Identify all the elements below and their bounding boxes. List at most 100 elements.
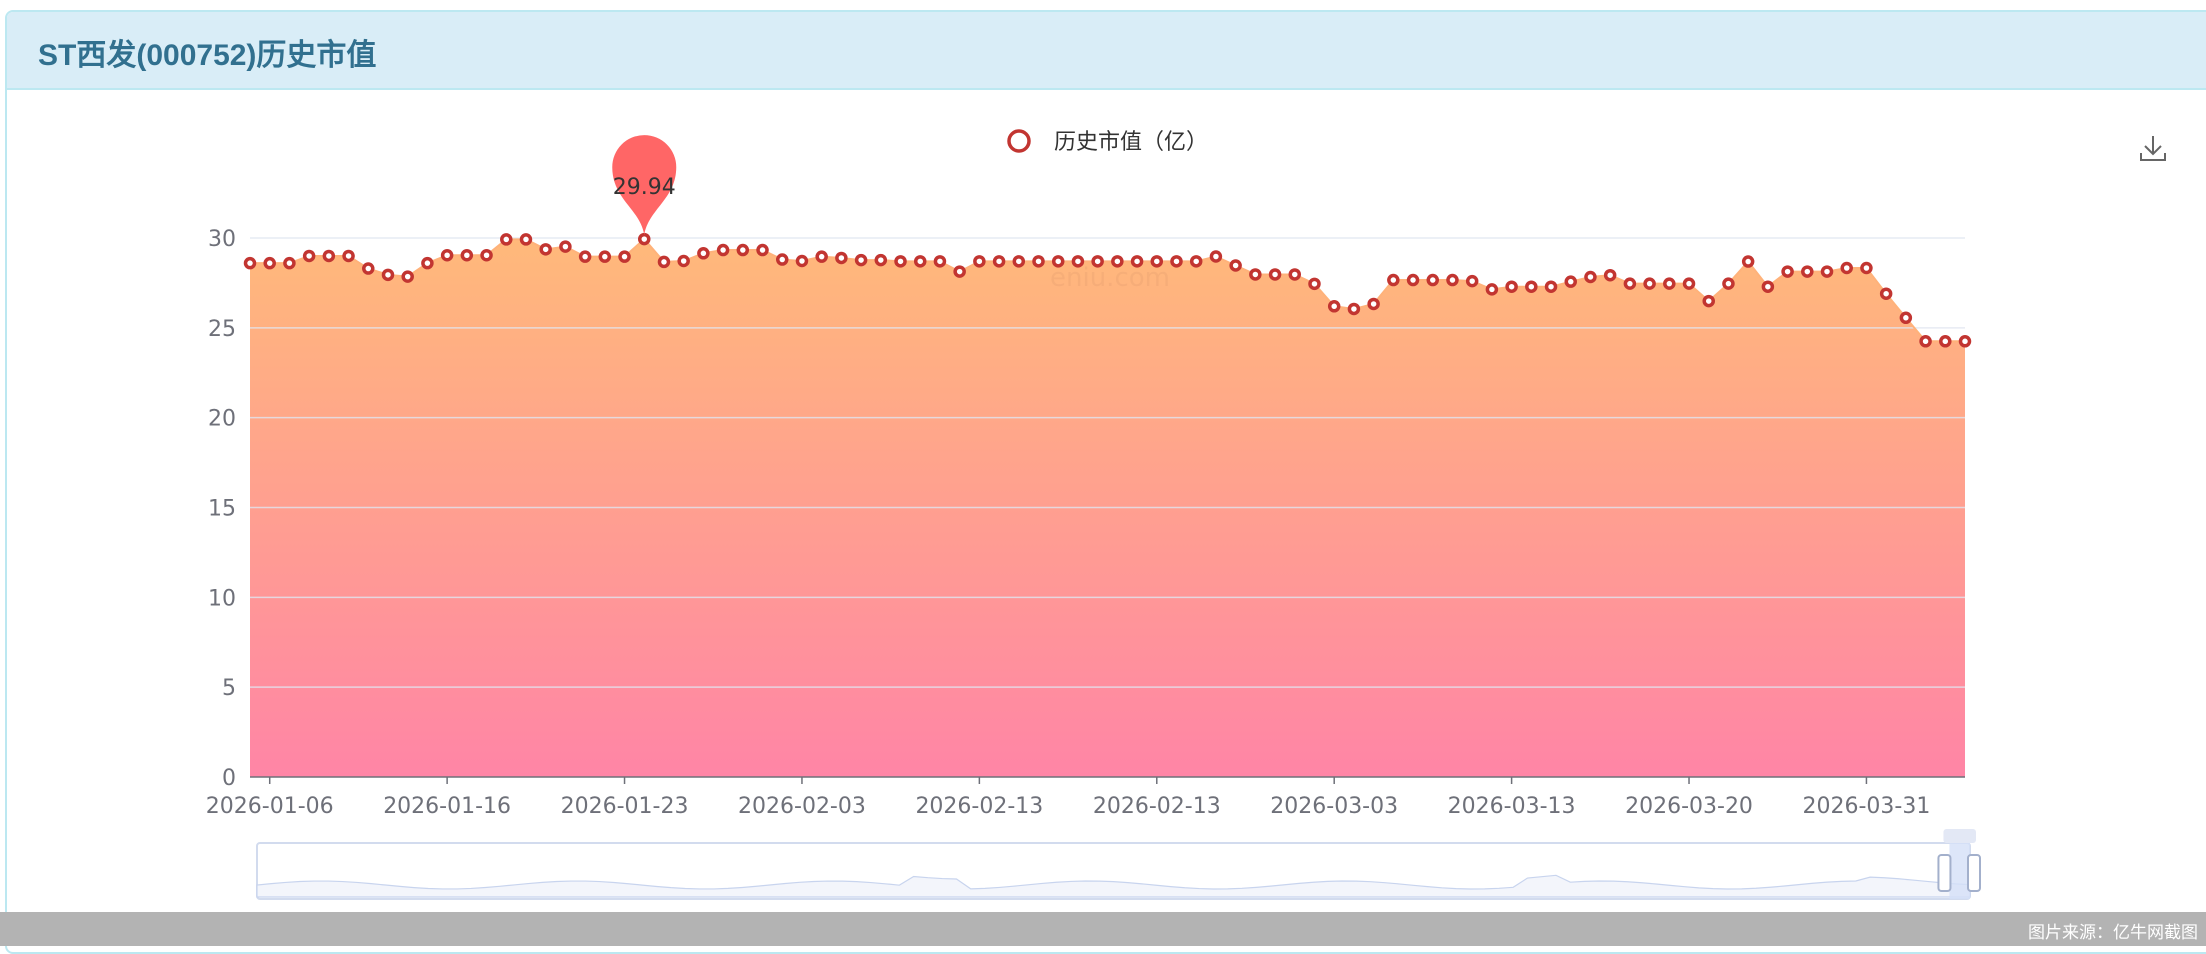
data-point[interactable] [874, 253, 888, 267]
data-point[interactable] [1564, 275, 1577, 288]
data-point[interactable] [1032, 255, 1045, 268]
data-point[interactable] [1820, 265, 1834, 278]
datazoom-move-handle[interactable] [1943, 829, 1976, 843]
data-point[interactable] [1406, 273, 1420, 287]
data-point[interactable] [1761, 280, 1775, 293]
data-point[interactable] [716, 243, 730, 257]
data-point[interactable] [1741, 255, 1755, 268]
data-point[interactable] [1505, 280, 1518, 293]
data-point[interactable] [1584, 270, 1597, 284]
data-point[interactable] [677, 254, 690, 268]
data-point[interactable] [933, 255, 947, 268]
data-point[interactable] [1268, 268, 1282, 281]
data-point[interactable] [362, 262, 375, 275]
data-point[interactable] [1327, 300, 1341, 313]
data-point[interactable] [973, 255, 986, 268]
data-point[interactable] [1958, 335, 1972, 348]
data-point[interactable] [1840, 261, 1853, 275]
data-point[interactable] [1051, 255, 1065, 268]
data-point[interactable] [1879, 287, 1893, 300]
data-point[interactable] [1781, 265, 1794, 278]
data-point[interactable] [815, 250, 828, 263]
data-point[interactable] [913, 255, 927, 268]
data-point[interactable] [263, 256, 276, 270]
data-point[interactable] [342, 249, 355, 263]
data-point[interactable] [1939, 335, 1952, 348]
data-point[interactable] [1111, 255, 1124, 268]
data-point[interactable] [1347, 302, 1361, 316]
data-point[interactable] [1130, 255, 1144, 268]
data-point[interactable] [1446, 273, 1459, 287]
data-point[interactable] [835, 251, 848, 265]
data-point[interactable] [1209, 250, 1223, 263]
datazoom-window[interactable] [1949, 843, 1970, 899]
data-point[interactable] [1249, 268, 1262, 281]
data-point[interactable] [1308, 277, 1321, 291]
y-tick-label: 15 [208, 497, 236, 522]
data-point[interactable] [775, 253, 789, 266]
data-point[interactable] [894, 255, 907, 268]
data-point[interactable] [1229, 259, 1242, 272]
data-point[interactable] [1387, 273, 1400, 287]
data-point[interactable] [401, 270, 414, 283]
datazoom-handle-end[interactable] [1967, 854, 1981, 892]
data-point[interactable] [1623, 277, 1637, 290]
legend-label[interactable]: 历史市值（亿） [1054, 130, 1208, 155]
data-point[interactable] [1012, 255, 1026, 268]
data-point[interactable] [756, 243, 769, 257]
footer-bar: 图片来源：亿牛网截图 [0, 912, 2206, 946]
data-point[interactable] [618, 250, 631, 263]
data-point[interactable] [1899, 311, 1913, 325]
data-point[interactable] [322, 249, 336, 263]
data-point[interactable] [1682, 277, 1696, 290]
data-point[interactable] [381, 268, 395, 282]
data-point[interactable] [1643, 277, 1656, 290]
data-point[interactable] [1367, 297, 1380, 311]
data-point[interactable] [1150, 255, 1164, 268]
data-point[interactable] [500, 233, 513, 246]
data-point[interactable] [1189, 255, 1203, 268]
data-point[interactable] [1702, 294, 1715, 308]
data-point[interactable] [578, 250, 592, 263]
data-point[interactable] [559, 240, 572, 253]
data-point[interactable] [638, 232, 651, 246]
data-point[interactable] [697, 247, 710, 260]
data-point[interactable] [736, 243, 750, 257]
max-marker-pin[interactable] [612, 135, 677, 236]
data-point[interactable] [1426, 273, 1440, 287]
data-point[interactable] [1071, 255, 1085, 268]
data-point[interactable] [421, 256, 434, 270]
data-point[interactable] [480, 248, 493, 262]
data-point[interactable] [243, 256, 257, 270]
data-point[interactable] [1722, 277, 1735, 290]
data-point[interactable] [460, 248, 474, 262]
download-icon[interactable] [2138, 133, 2168, 163]
data-point[interactable] [1544, 280, 1558, 293]
data-point[interactable] [539, 243, 552, 256]
data-point[interactable] [1603, 268, 1617, 282]
data-point[interactable] [1663, 277, 1676, 290]
data-point[interactable] [1091, 255, 1104, 268]
data-point[interactable] [657, 255, 671, 269]
data-point[interactable] [598, 250, 612, 263]
data-point[interactable] [854, 253, 868, 267]
data-point[interactable] [1525, 280, 1538, 293]
data-point[interactable] [795, 254, 809, 268]
data-point[interactable] [1919, 335, 1932, 348]
series-line [250, 237, 1965, 343]
data-point[interactable] [953, 265, 966, 278]
x-tick-label: 2026-02-13 [915, 794, 1043, 819]
data-point[interactable] [302, 249, 316, 263]
data-point[interactable] [1860, 261, 1873, 275]
data-point[interactable] [992, 255, 1006, 268]
data-point[interactable] [283, 256, 296, 270]
data-point[interactable] [519, 233, 533, 246]
datazoom-handle-start[interactable] [1937, 854, 1952, 892]
data-point[interactable] [1485, 283, 1499, 296]
data-point[interactable] [440, 248, 454, 262]
data-point[interactable] [1801, 265, 1814, 278]
data-point[interactable] [1170, 255, 1183, 268]
data-point[interactable] [1465, 274, 1479, 288]
data-point[interactable] [1288, 268, 1302, 281]
legend-icon[interactable] [1007, 129, 1031, 153]
